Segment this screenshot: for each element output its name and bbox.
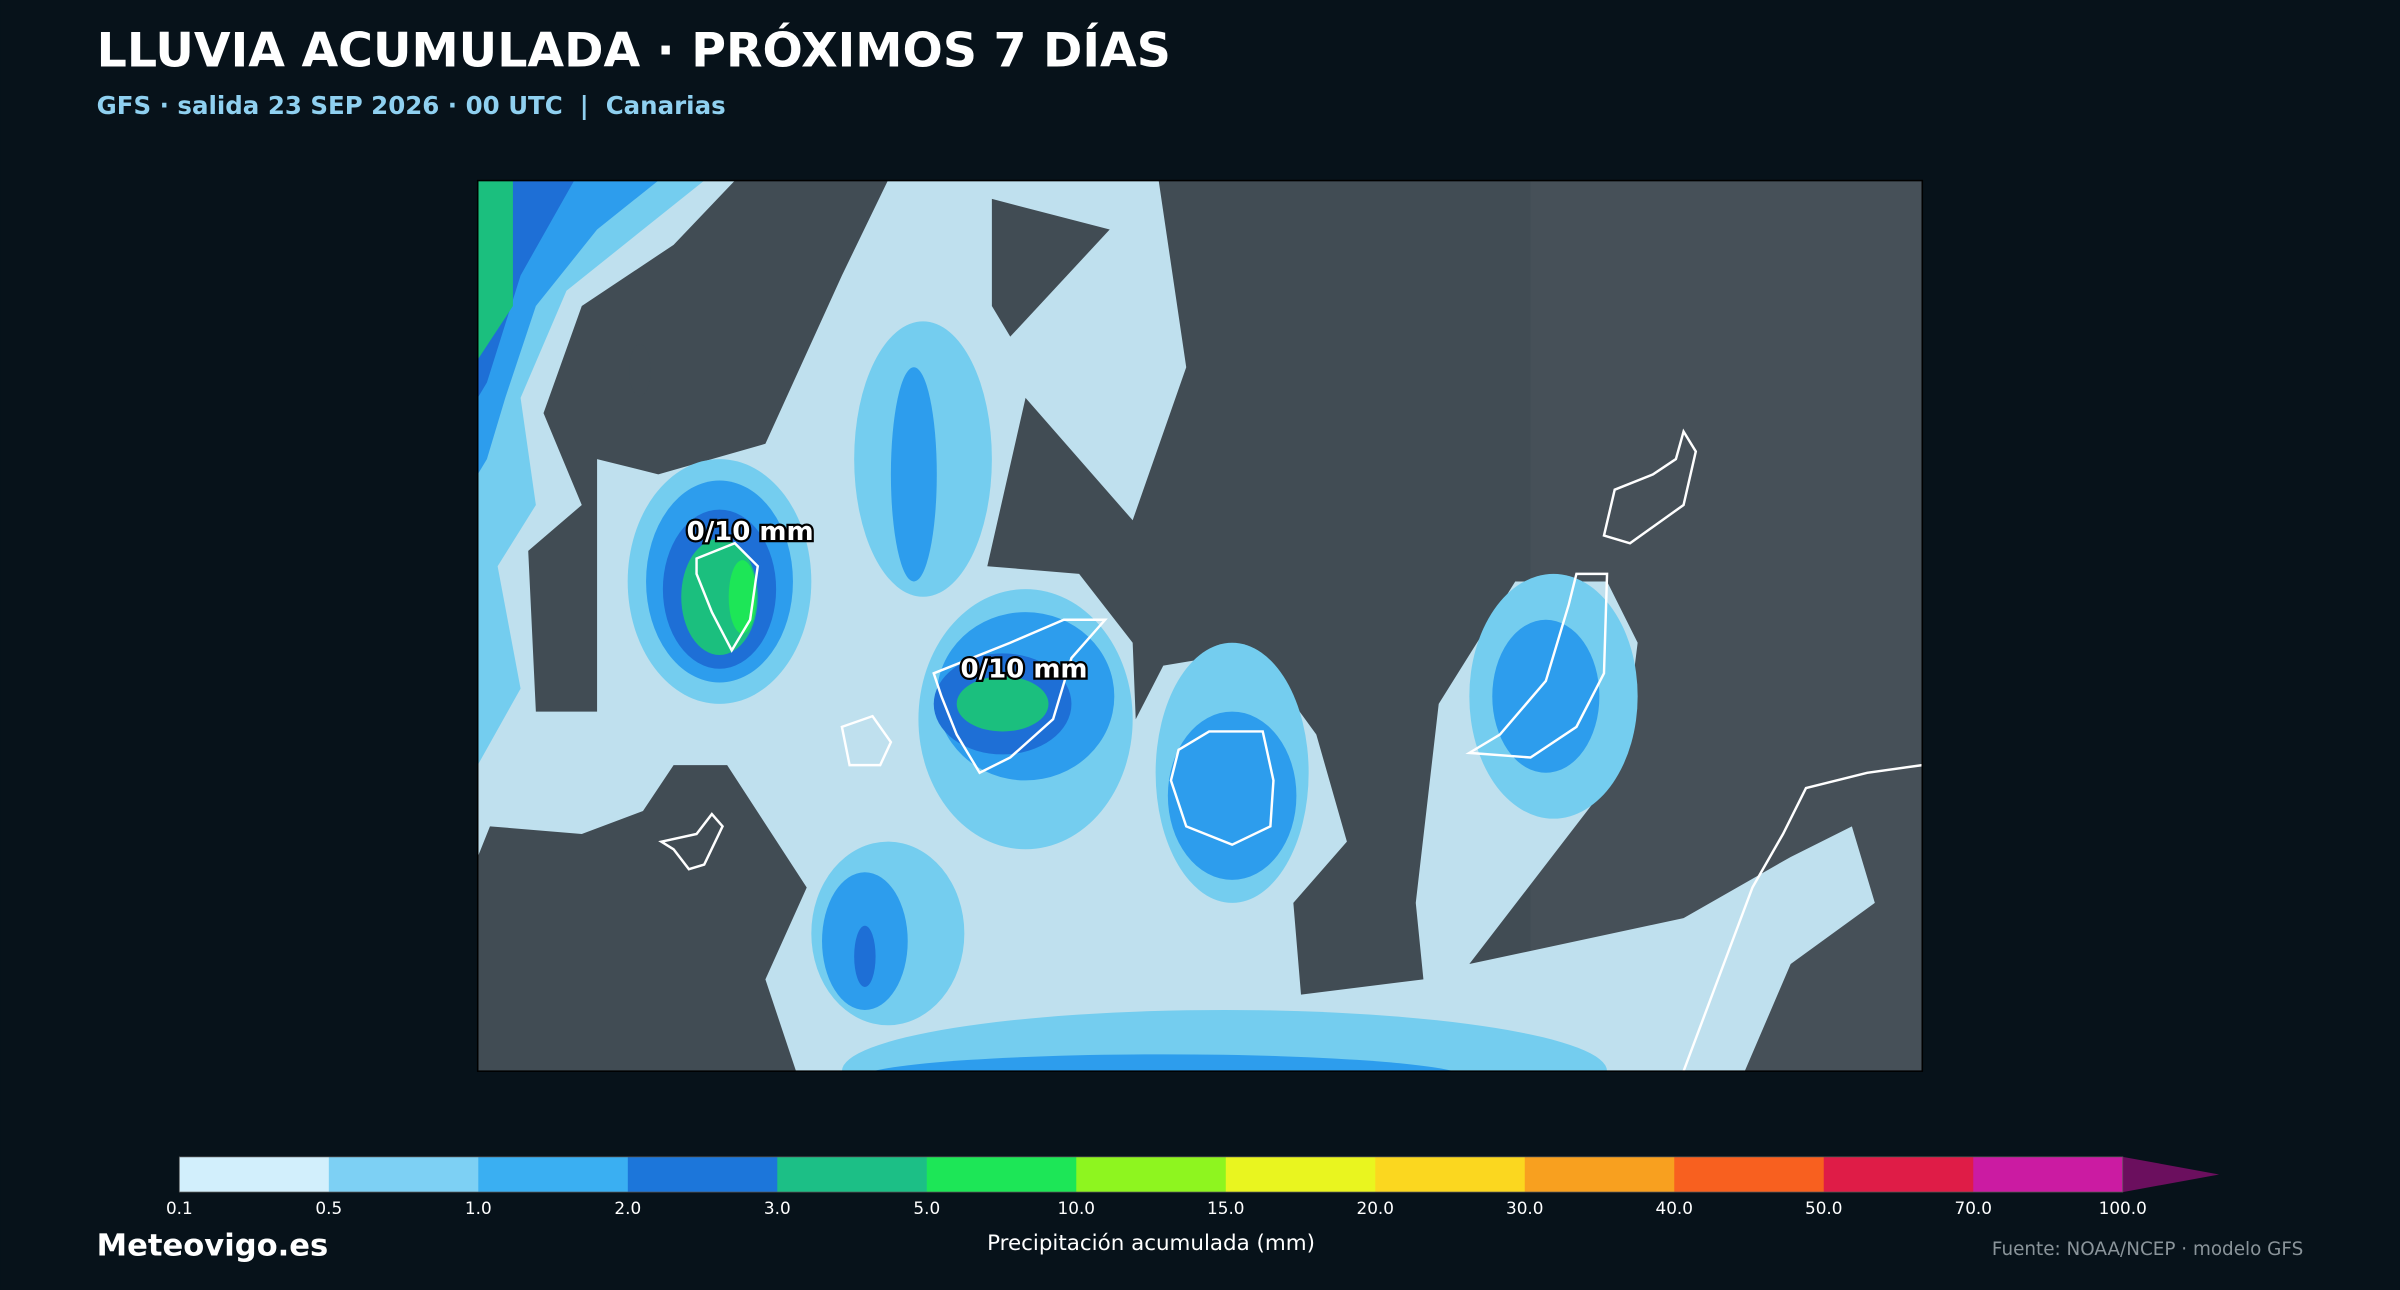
colorbar-segment <box>1524 1156 1676 1193</box>
colorbar: 0.1 0.5 1.0 2.0 3.0 5.0 10.0 15.0 20.0 30.0 40.0 50… <box>166 1156 2220 1218</box>
colorbar-frame <box>178 1156 2124 1193</box>
colorbar-segment <box>1225 1156 1377 1193</box>
colorbar-segment <box>1823 1156 1975 1193</box>
map: 0/10 mm 0/10 mm <box>476 179 1924 1072</box>
colorbar-segment <box>328 1156 480 1193</box>
colorbar-segment <box>1375 1156 1526 1193</box>
colorbar-tick-label: 0.5 <box>315 1198 342 1218</box>
colorbar-segment <box>926 1156 1078 1193</box>
colorbar-tick-label: 0.1 <box>166 1198 193 1218</box>
colorbar-segment <box>627 1156 779 1193</box>
colorbar-tick-label: 50.0 <box>1805 1198 1842 1218</box>
colorbar-segment <box>777 1156 928 1193</box>
colorbar-segment <box>1076 1156 1227 1193</box>
colorbar-tick-label: 70.0 <box>1955 1198 1992 1218</box>
title: LLUVIA ACUMULADA · PRÓXIMOS 7 DÍAS <box>97 22 1171 79</box>
colorbar-tick-label: 5.0 <box>913 1198 940 1218</box>
colorbar-tick-label: 30.0 <box>1506 1198 1543 1218</box>
colorbar-segment <box>1973 1156 2124 1193</box>
colorbar-tick-label: 15.0 <box>1207 1198 1244 1218</box>
source: Fuente: NOAA/NCEP · modelo GFS <box>1992 1239 2303 1260</box>
colorbar-tick-label: 10.0 <box>1058 1198 1095 1218</box>
colorbar-tick-label: 100.0 <box>2099 1198 2147 1218</box>
colorbar-tick-label: 2.0 <box>614 1198 641 1218</box>
colorbar-tick-label: 1.0 <box>465 1198 492 1218</box>
colorbar-segment <box>1674 1156 1825 1193</box>
colorbar-tick-label: 3.0 <box>764 1198 791 1218</box>
colorbar-tick-label: 40.0 <box>1656 1198 1693 1218</box>
map-label: 0/10 mm <box>961 655 1088 685</box>
colorbar-segment <box>179 1156 330 1193</box>
map-label: 0/10 mm <box>687 517 814 547</box>
colorbar-segment <box>478 1156 629 1193</box>
colorbar-tick-label: 20.0 <box>1357 1198 1394 1218</box>
brand: Meteovigo.es <box>97 1229 329 1264</box>
subtitle: GFS · salida 23 SEP 2026 · 00 UTC | Cana… <box>97 91 726 120</box>
colorbar-title: Precipitación acumulada (mm) <box>987 1231 1315 1256</box>
colorbar-extension <box>2122 1156 2220 1193</box>
